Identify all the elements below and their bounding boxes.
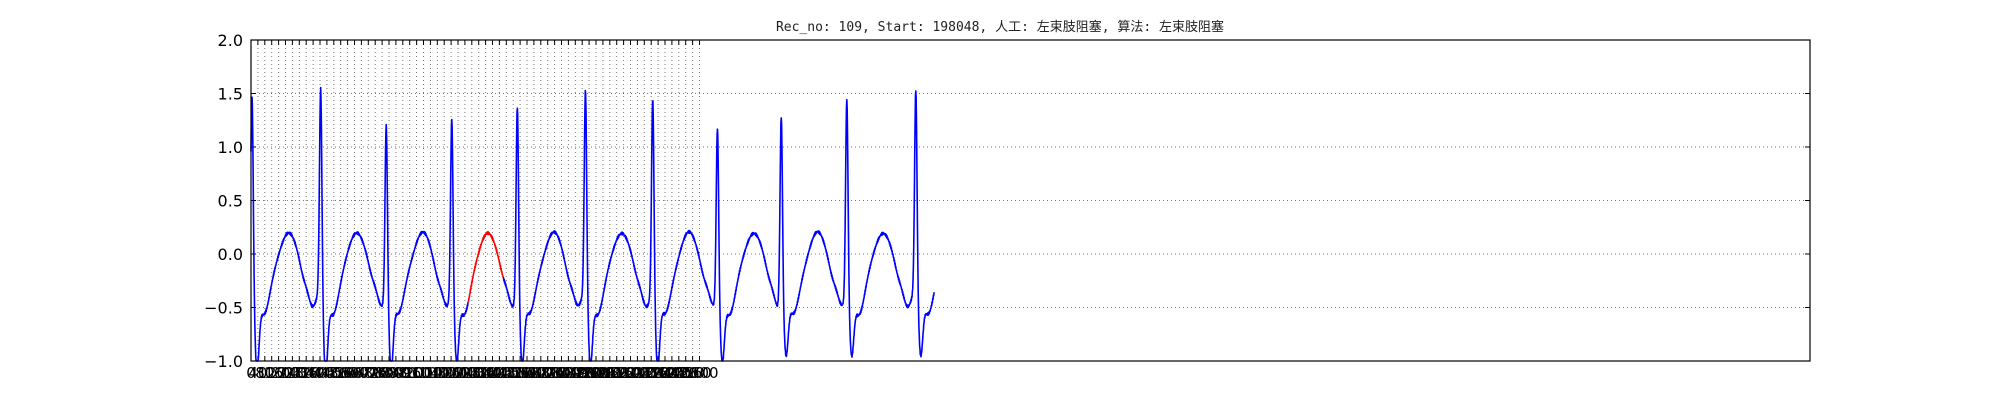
x-tick-label: 1040: [411, 364, 449, 382]
x-tick-label: 2360: [639, 364, 677, 382]
x-tick-label: 1840: [549, 364, 587, 382]
x-tick-label: 1920: [563, 364, 601, 382]
x-tick-label: 1760: [536, 364, 574, 382]
x-tick-label: 600: [340, 364, 369, 382]
x-tick-label: 1440: [480, 364, 518, 382]
x-tick-label: 2240: [618, 364, 656, 382]
plot-frame: [250, 39, 1811, 362]
x-tick-label: 680: [354, 364, 383, 382]
x-tick-label: 1640: [515, 364, 553, 382]
x-tick-label: 400: [306, 364, 335, 382]
x-tick-label: 1480: [487, 364, 525, 382]
x-tick-label: 560: [333, 364, 362, 382]
x-tick-label: 1080: [418, 364, 456, 382]
x-tick-label: 2000: [577, 364, 615, 382]
x-tick-label: 280: [285, 364, 314, 382]
x-tick-label: 1320: [460, 364, 498, 382]
x-tick-label: 320: [292, 364, 321, 382]
x-tick-label: 200: [271, 364, 300, 382]
x-tick-label: 1200: [439, 364, 477, 382]
x-tick-label: 760: [368, 364, 397, 382]
x-tick-label: 2400: [646, 364, 684, 382]
x-tick-label: 1240: [446, 364, 484, 382]
x-tick-label: 2080: [591, 364, 629, 382]
x-tick-label: 880: [388, 364, 417, 382]
x-tick-label: 520: [326, 364, 355, 382]
y-tick-label: −1.0: [204, 352, 243, 371]
x-tick-label: 1600: [508, 364, 546, 382]
x-tick-label: 80: [255, 364, 274, 382]
x-tick-label: 1800: [542, 364, 580, 382]
y-tick-label: 0.5: [218, 192, 243, 211]
y-tick-label: 0.0: [218, 245, 243, 264]
x-tick-label: 1400: [473, 364, 511, 382]
x-tick-label: 2480: [660, 364, 698, 382]
x-tick-label: 2160: [605, 364, 643, 382]
x-axis-ticks: 0408012016020024028032036040044048052056…: [246, 40, 719, 382]
ecg-highlight-segment: [467, 231, 504, 303]
x-tick-label: 2200: [611, 364, 649, 382]
x-tick-label: 1880: [556, 364, 594, 382]
x-tick-label: 2320: [632, 364, 670, 382]
y-tick-label: −0.5: [204, 299, 243, 318]
x-tick-label: 2520: [667, 364, 705, 382]
x-tick-label: 40: [248, 364, 267, 382]
x-tick-label: 1120: [425, 364, 463, 382]
x-tick-label: 2440: [653, 364, 691, 382]
x-tick-label: 0: [246, 364, 256, 382]
x-tick-label: 440: [313, 364, 342, 382]
y-axis-ticks: −1.0 −0.5 0.0 0.5 1.0 1.5 2.0: [204, 31, 1810, 371]
x-tick-label: 800: [375, 364, 404, 382]
x-tick-label: 1360: [467, 364, 505, 382]
x-tick-label: 720: [361, 364, 390, 382]
y-tick-label: 1.0: [218, 138, 243, 157]
x-tick-label: 160: [264, 364, 293, 382]
x-tick-label: 2600: [680, 364, 718, 382]
x-tick-label: 480: [319, 364, 348, 382]
x-tick-label: 1720: [529, 364, 567, 382]
x-tick-label: 920: [395, 364, 424, 382]
x-tick-label: 240: [278, 364, 307, 382]
x-tick-label: 1280: [453, 364, 491, 382]
y-tick-label: 1.5: [218, 85, 243, 104]
y-tick-label: 2.0: [218, 31, 243, 50]
chart-title: Rec_no: 109, Start: 198048, 人工: 左束肢阻塞, 算…: [776, 19, 1224, 35]
x-tick-label: 2280: [625, 364, 663, 382]
x-tick-label: 840: [382, 364, 411, 382]
x-tick-label: 1960: [570, 364, 608, 382]
x-tick-label: 360: [299, 364, 328, 382]
x-tick-label: 1680: [522, 364, 560, 382]
x-tick-label: 2120: [598, 364, 636, 382]
x-tick-label: 1160: [432, 364, 470, 382]
x-tick-label: 2040: [584, 364, 622, 382]
x-tick-label: 2560: [674, 364, 712, 382]
x-tick-label: 1520: [494, 364, 532, 382]
ecg-signal-segment: [250, 86, 469, 362]
x-tick-label: 120: [257, 364, 286, 382]
x-tick-label: 640: [347, 364, 376, 382]
x-tick-label: 1000: [404, 364, 442, 382]
series-layer: [250, 86, 935, 362]
x-tick-label: 960: [402, 364, 431, 382]
x-tick-label: 1560: [501, 364, 539, 382]
ecg-signal-segment: [502, 89, 935, 362]
